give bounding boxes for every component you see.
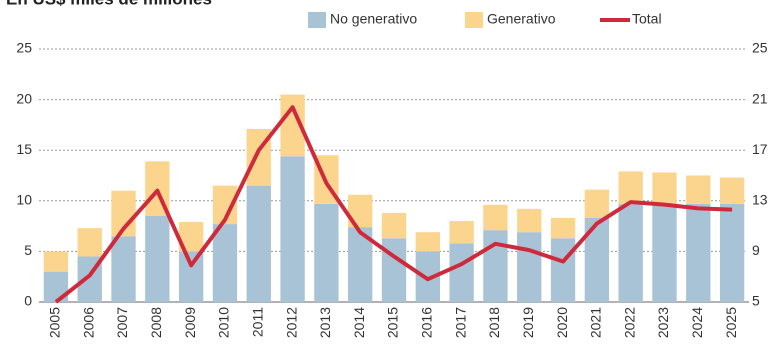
bar-segment — [686, 203, 711, 302]
x-tick-label: 2025 — [723, 307, 739, 338]
total-line — [54, 105, 733, 304]
x-tick-label: 2017 — [452, 307, 468, 338]
x-tick-label: 2021 — [588, 307, 604, 338]
bar-segment — [111, 236, 136, 302]
x-tick-label: 2022 — [621, 307, 637, 338]
bar-segment — [246, 185, 271, 302]
bar-segment — [415, 232, 440, 252]
y2-tick-label: 5 — [752, 293, 760, 309]
bar-segment — [652, 172, 677, 205]
bar-segment — [314, 203, 339, 302]
bar-segment — [618, 203, 643, 302]
y-tick-label: 25 — [16, 40, 32, 56]
y-tick-label: 20 — [16, 90, 32, 106]
bar-segment — [178, 251, 204, 302]
chart-title: En US$ miles de millones — [6, 0, 212, 8]
bar-segment — [550, 218, 576, 239]
x-tick-label: 2012 — [283, 307, 299, 338]
x-tick-label: 2011 — [249, 307, 265, 337]
x-tick-label: 2013 — [317, 307, 333, 338]
bar-segment — [550, 238, 576, 302]
y2-tick-label: 9 — [752, 242, 760, 258]
bar-segment — [212, 224, 238, 302]
x-tick-label: 2008 — [148, 307, 164, 338]
y2-tick-label: 17 — [752, 141, 768, 157]
x-tick-label: 2023 — [655, 307, 671, 338]
x-tick-label: 2015 — [385, 307, 401, 338]
y-tick-label: 15 — [16, 141, 32, 157]
x-tick-label: 2010 — [216, 307, 232, 338]
y2-tick-label: 13 — [752, 192, 768, 208]
bar-segment — [381, 212, 407, 239]
bar-segment — [517, 208, 542, 233]
bar-segment — [145, 215, 170, 302]
bar-segment — [719, 177, 745, 204]
legend-label: Total — [632, 11, 662, 27]
y-tick-label: 5 — [24, 242, 32, 258]
x-tick-label: 2005 — [47, 307, 63, 338]
legend-label: No generativo — [330, 11, 417, 27]
bar-segment — [483, 230, 508, 302]
bar-segment — [449, 243, 474, 302]
legend-swatch — [465, 12, 483, 28]
x-tick-label: 2009 — [182, 307, 198, 338]
bar-segment — [618, 171, 643, 204]
x-tick-label: 2016 — [419, 307, 435, 338]
y2-tick-label: 21 — [752, 90, 768, 106]
bar-segment — [584, 189, 610, 219]
x-tick-label: 2006 — [80, 307, 96, 338]
legend-label: Generativo — [487, 11, 556, 27]
x-tick-label: 2020 — [554, 307, 570, 338]
y-tick-label: 0 — [24, 293, 32, 309]
bar-segment — [483, 204, 508, 231]
x-tick-label: 2024 — [689, 307, 705, 338]
x-tick-label: 2007 — [114, 307, 130, 338]
y-tick-label: 10 — [16, 192, 32, 208]
x-tick-label: 2019 — [520, 307, 536, 338]
bar-segment — [719, 203, 745, 302]
y2-tick-label: 25 — [752, 40, 768, 56]
bar-segment — [43, 251, 69, 272]
bar-segment — [686, 175, 711, 204]
legend-swatch — [308, 12, 326, 28]
x-tick-label: 2018 — [486, 307, 502, 338]
bar-segment — [381, 238, 407, 302]
bar-segment — [517, 232, 542, 302]
bar-segment — [77, 228, 102, 257]
bar-segment — [449, 221, 474, 244]
bar-segment — [280, 156, 305, 302]
bar-segment — [652, 204, 677, 302]
x-tick-label: 2014 — [351, 307, 367, 338]
